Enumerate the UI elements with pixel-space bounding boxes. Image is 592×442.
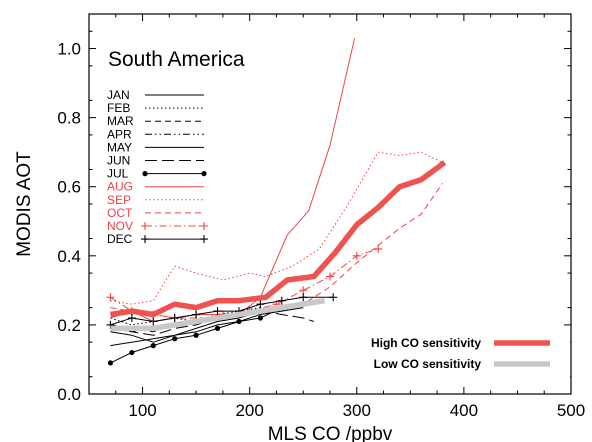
series-nov-point-10 [352,251,361,260]
x-tick-label-4: 500 [557,401,585,420]
legend-label-aug: AUG [107,180,133,194]
series-dec-point-3 [170,314,179,322]
series-line-sep [110,151,443,305]
series-line-nov [110,248,379,319]
legend-jul-point-1 [201,171,207,177]
series-low-co-sensitivity [110,297,326,332]
series-dec-point-5 [213,307,222,316]
legend-jul-point-0 [142,171,148,177]
y-tick-label-0: 0.0 [57,385,81,404]
legend-label-sep: SEP [107,193,131,207]
x-tick-label-3: 400 [450,401,478,420]
ticks-layer: 100 200 300 400 500 0.0 0.2 0.4 0.6 0.8 1.0 [57,14,585,420]
legend-label-jul: JUL [107,167,129,181]
series-nov-point-8 [299,286,308,295]
y-tick-label-2: 0.4 [57,247,81,266]
y-tick-label-4: 0.8 [57,109,81,128]
legend-nov-point-0 [141,222,149,230]
legend-label-apr: APR [107,127,132,141]
panel-title: South America [108,48,245,71]
series-line-may [110,310,261,347]
series-dec-point-4 [192,310,201,319]
series-dec-point-7 [256,300,265,309]
series-jul-point-2 [150,343,156,349]
series-may [110,310,261,347]
series-layer [106,38,447,366]
series-jul-point-7 [257,315,263,321]
x-axis-title: MLS CO /ppbv [268,424,393,442]
series-jul [107,301,306,366]
series-dec-point-9 [299,293,308,302]
legend-label-feb: FEB [107,101,130,115]
legend-label-jan: JAN [107,88,130,102]
series-dec-point-2 [149,317,158,326]
series-sep [110,151,443,305]
series-jul-point-5 [214,325,221,331]
y-axis-title: MODIS AOT [14,151,35,257]
series-dec-point-10 [329,293,338,302]
series-oct [110,183,443,319]
series-line-low-co-sensitivity [110,297,326,332]
x-tick-label-1: 200 [235,401,263,420]
legend-label-may: MAY [107,140,132,154]
series-high-co-sensitivity [109,160,447,318]
legend-label-jun: JUN [107,154,130,168]
series-jul-point-6 [236,318,242,325]
x-tick-label-0: 100 [128,401,156,420]
series-dec [106,293,338,329]
legend-label-dec: DEC [107,232,133,246]
legend-label-high-co-sensitivity: High CO sensitivity [371,336,481,350]
y-tick-label-5: 1.0 [57,40,81,59]
legend-label-low-co-sensitivity: Low CO sensitivity [374,357,482,371]
sensitivity-legend-box [355,330,570,380]
series-nov-point-9 [326,272,334,281]
series-line-oct [110,183,443,319]
legend-label-oct: OCT [107,206,133,220]
y-tick-label-3: 0.6 [57,178,81,197]
legend-label-nov: NOV [107,219,133,233]
series-dec-point-1 [127,314,136,322]
series-jul-point-4 [193,332,199,338]
series-jul-point-1 [129,349,135,356]
series-jul-point-3 [172,336,178,342]
legend-label-mar: MAR [107,114,134,128]
legend-dec-point-1 [200,235,208,244]
series-line-high-co-sensitivity [109,160,447,318]
series-dec-point-8 [277,296,286,305]
x-tick-label-2: 300 [343,401,371,420]
series-line-jul [110,303,304,364]
series-nov-point-0 [106,293,115,302]
y-tick-label-1: 0.2 [57,316,81,335]
series-line-aug [110,38,356,322]
legend-nov-point-1 [200,222,208,230]
series-jul-point-0 [107,360,114,366]
series-nov-point-11 [374,244,383,253]
series-aug [110,38,356,322]
legend-dec-point-0 [141,235,149,244]
